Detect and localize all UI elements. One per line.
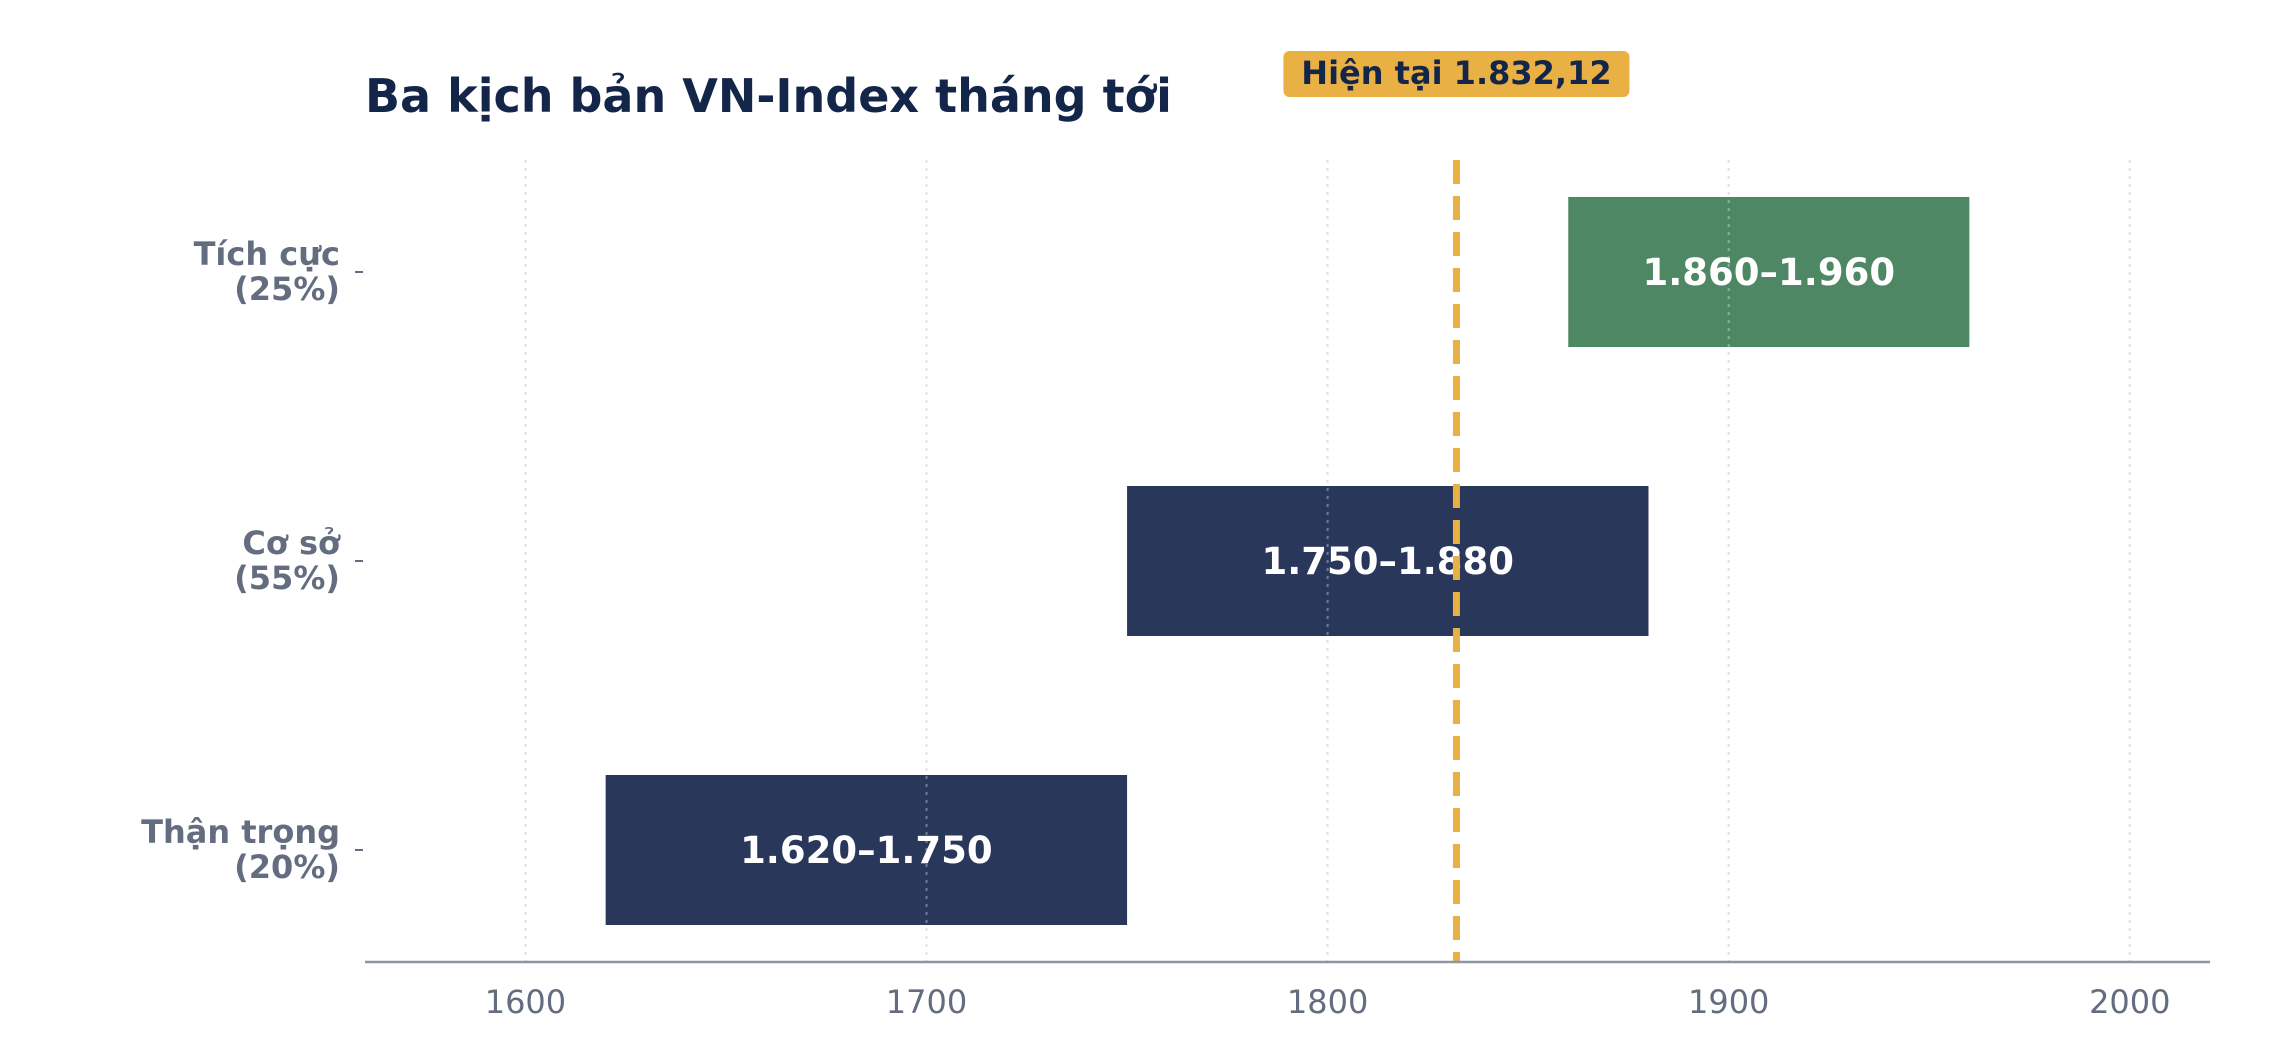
- y-label-prob-2: (20%): [234, 848, 340, 886]
- x-tick-label-1600: 1600: [485, 983, 566, 1021]
- range-bar-0: [1568, 197, 1970, 347]
- current-value-badge-text: Hiện tại 1.832,12: [1301, 54, 1611, 92]
- range-label-0: 1.860–1.960: [1643, 251, 1896, 294]
- current-value-marker: Hiện tại 1.832,12: [1283, 51, 1630, 962]
- x-tick-label-2000: 2000: [2089, 983, 2170, 1021]
- range-label-2: 1.620–1.750: [740, 829, 993, 872]
- y-label-name-0: Tích cực: [194, 235, 340, 273]
- x-tick-label-1700: 1700: [886, 983, 967, 1021]
- y-label-prob-0: (25%): [234, 270, 340, 308]
- x-tick-label-1900: 1900: [1688, 983, 1769, 1021]
- range-bar-2: [605, 775, 1128, 925]
- current-value-badge: [1283, 51, 1630, 97]
- x-axis: 1600 1700 1800 1900 2000: [365, 960, 2210, 1021]
- range-label-1: 1.750–1.880: [1261, 540, 1514, 583]
- y-axis-labels: Tích cực(25%) Cơ sở(55%) Thận trọng(20%): [141, 235, 363, 886]
- chart-title: Ba kịch bản VN-Index tháng tới: [365, 69, 1172, 123]
- y-label-name-1: Cơ sở: [242, 524, 341, 562]
- range-bar-1: [1127, 486, 1649, 636]
- x-tick-label-1800: 1800: [1287, 983, 1368, 1021]
- y-label-prob-1: (55%): [234, 559, 340, 597]
- y-label-name-2: Thận trọng: [141, 813, 340, 851]
- range-bars: 1.860–1.960 1.750–1.880 1.620–1.750: [524, 160, 2131, 962]
